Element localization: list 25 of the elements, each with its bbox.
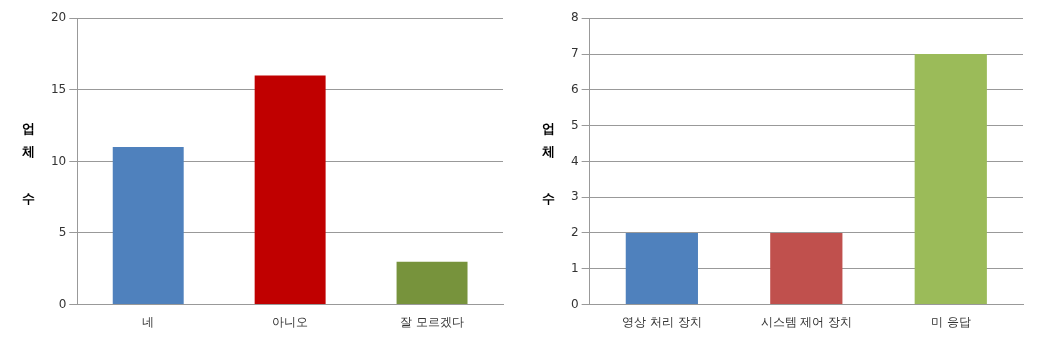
y-tick-label: 1 xyxy=(570,260,579,275)
y-tick-label: 8 xyxy=(570,10,579,25)
y-tick-label: 5 xyxy=(58,225,67,240)
bar xyxy=(254,75,326,305)
x-tick-label: 영상 처리 장치 xyxy=(622,314,702,329)
y-tick-label: 2 xyxy=(570,225,579,240)
x-tick-label: 시스템 제어 장치 xyxy=(760,314,853,329)
bar xyxy=(112,147,184,305)
x-tick-label: 잘 모르겠다 xyxy=(400,314,464,329)
x-tick-label: 미 응답 xyxy=(930,314,971,329)
y-tick-label: 10 xyxy=(50,153,67,168)
y-tick-label: 20 xyxy=(50,10,67,25)
y-tick-label: 0 xyxy=(58,296,67,311)
y-tick-label: 5 xyxy=(570,117,579,132)
y-axis-title: 업체 수 xyxy=(21,113,36,207)
y-tick-label: 0 xyxy=(570,296,579,311)
y-tick-label: 7 xyxy=(570,46,579,61)
x-tick-label: 아니오 xyxy=(272,314,309,329)
y-axis-title: 업체 수 xyxy=(541,113,556,207)
y-tick-label: 4 xyxy=(570,153,579,168)
bar xyxy=(396,261,468,305)
y-tick-label: 6 xyxy=(570,81,579,96)
x-tick-label: 네 xyxy=(142,314,155,329)
y-tick-label: 3 xyxy=(570,189,579,204)
y-tick-label: 15 xyxy=(50,81,67,96)
